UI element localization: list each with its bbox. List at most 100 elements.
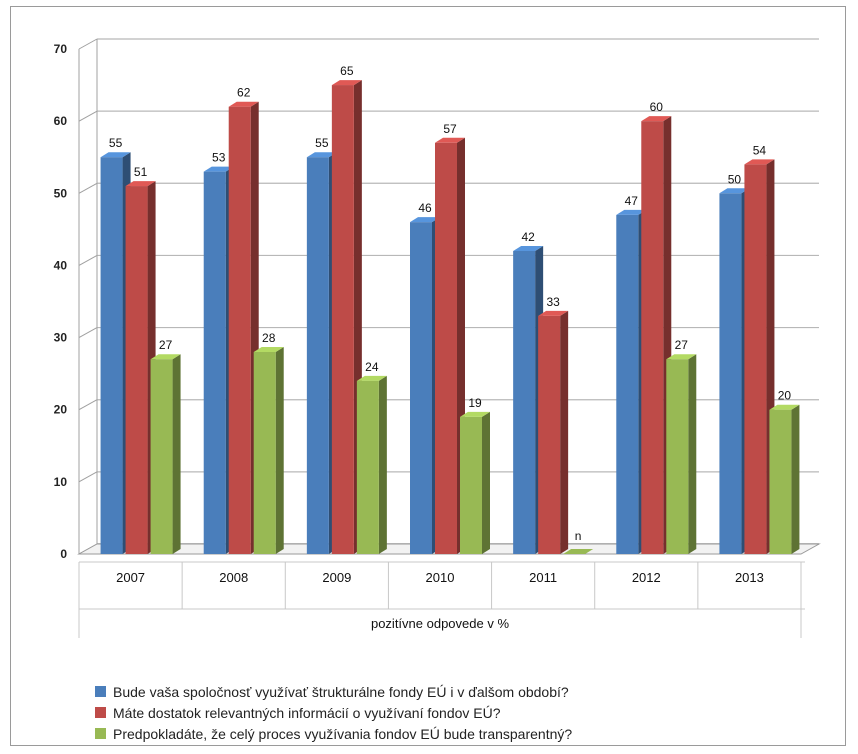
bar-top [356,375,387,381]
data-label: 42 [521,230,535,244]
bar-top [666,354,697,360]
bar [203,171,226,554]
legend-swatch-series-3 [95,728,106,739]
bar [769,409,792,554]
x-tick-label: 2007 [116,570,145,585]
gridline-depth [78,254,98,266]
chart: 0 10 20 30 40 50 60 70 55 51 27 53 62 28 55 65 24 46 57 19 4… [54,38,821,638]
gridline-depth [78,38,98,50]
data-label: 50 [728,172,742,186]
bar-top [203,166,234,172]
gridline-depth [78,327,98,339]
x-tick-label: 2008 [219,570,248,585]
bar-side [688,354,697,554]
bar-top [719,188,750,194]
bar [125,186,148,555]
bar-top [331,80,362,86]
data-label: 53 [212,151,226,165]
data-label: 20 [778,389,792,403]
data-label: 51 [134,165,148,179]
data-label: 19 [468,396,482,410]
data-label: 62 [237,86,251,100]
legend-item-series-2: Máte dostatok relevantných informácií o … [95,702,572,723]
legend: Bude vaša spoločnosť využívať štrukturál… [95,681,572,744]
bar-side [172,354,181,554]
bar-top [641,116,672,122]
data-label: 27 [159,338,173,352]
bar-top [435,137,465,143]
bar [228,106,251,554]
bar [356,380,379,554]
bar [513,251,536,554]
x-tick-label: 2013 [735,570,764,585]
gridline-depth [78,399,98,411]
bar-side [275,347,284,554]
legend-item-series-3: Predpokladáte, že celý proces využívania… [95,723,572,744]
bar-top [125,181,156,187]
bar [538,315,561,554]
x-tick-label: 2009 [322,570,351,585]
bar-top [150,354,181,360]
legend-item-series-1: Bude vaša spoločnosť využívať štrukturál… [95,681,572,702]
gridline-depth [78,471,98,483]
x-tick-label: 2011 [529,570,557,585]
bar-top [228,101,259,107]
data-label: 46 [418,201,432,215]
gridline-depth [78,110,98,122]
x-tick-label: 2010 [426,570,455,585]
bar [100,157,123,554]
bar [719,193,742,555]
bar-top [513,246,544,251]
legend-label-series-3: Predpokladáte, že celý proces využívania… [113,725,573,742]
y-tick-label: 0 [60,547,67,561]
bar [253,352,276,554]
bar [563,549,594,554]
bar-side [791,404,800,554]
bar [616,214,639,554]
legend-swatch-series-1 [95,686,106,697]
legend-label-series-1: Bude vaša spoločnosť využívať štrukturál… [113,683,569,700]
bar-side [378,375,387,554]
data-label: 33 [546,295,560,309]
bar [306,157,329,554]
data-label: 28 [262,331,276,345]
bar [331,85,354,555]
data-label: n [575,529,582,543]
bar [641,121,664,555]
data-label: 55 [315,136,329,150]
y-tick-label: 20 [54,403,68,417]
bar [435,142,457,555]
x-tick-label: 2012 [632,570,661,585]
data-label: 57 [443,122,457,136]
data-label: 54 [753,143,767,157]
bar-top [460,411,490,417]
bar-top [616,209,647,215]
y-tick-label: 60 [54,114,68,128]
y-tick-label: 70 [54,42,68,56]
bar-side [560,310,569,554]
bar [744,164,767,554]
y-tick-label: 30 [54,331,68,345]
y-tick-label: 50 [54,186,68,200]
bar-top [410,217,440,223]
data-label: 60 [650,100,664,114]
data-label: 65 [340,64,354,78]
bar-top [538,310,569,316]
legend-label-series-2: Máte dostatok relevantných informácií o … [113,704,501,721]
data-label: 24 [365,360,379,374]
bar [410,222,432,554]
gridline-depth [78,182,98,194]
bar-top [306,152,337,158]
legend-swatch-series-2 [95,707,106,718]
data-label: 55 [109,136,123,150]
data-label: 27 [675,338,689,352]
y-tick-label: 40 [54,258,68,272]
bar [150,359,173,554]
x-axis-label: pozitívne odpovede v % [371,616,509,631]
bar-top [769,404,800,410]
bar-top [100,152,131,158]
bar [666,359,689,554]
y-tick-label: 10 [54,475,68,489]
chart-frame: 0 10 20 30 40 50 60 70 55 51 27 53 62 28 55 65 24 46 57 19 4… [10,6,846,746]
bar-top [253,347,284,352]
